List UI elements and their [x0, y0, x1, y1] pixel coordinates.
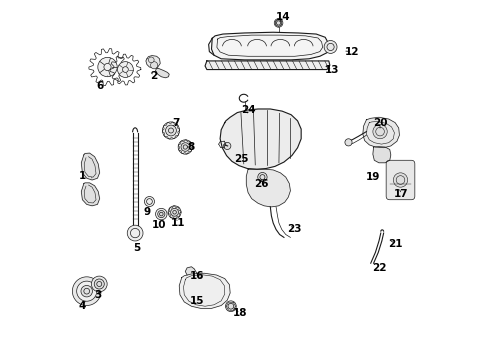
Circle shape — [344, 139, 351, 146]
Polygon shape — [275, 19, 281, 27]
Text: 2: 2 — [150, 71, 158, 81]
Circle shape — [178, 140, 192, 154]
Text: 15: 15 — [189, 296, 204, 306]
Circle shape — [72, 277, 101, 306]
Text: 18: 18 — [232, 309, 247, 318]
Text: 11: 11 — [171, 218, 185, 228]
Circle shape — [324, 41, 336, 53]
Circle shape — [158, 211, 164, 218]
Polygon shape — [372, 147, 390, 163]
Circle shape — [225, 301, 236, 312]
Polygon shape — [211, 32, 328, 60]
Circle shape — [144, 197, 154, 207]
Text: 17: 17 — [393, 189, 408, 199]
Circle shape — [91, 276, 107, 292]
Text: 7: 7 — [172, 118, 179, 128]
Circle shape — [372, 125, 386, 139]
Circle shape — [94, 279, 104, 289]
Circle shape — [127, 225, 142, 241]
Circle shape — [168, 206, 181, 219]
Circle shape — [81, 285, 92, 297]
Text: 26: 26 — [254, 179, 268, 189]
Text: 24: 24 — [241, 105, 256, 115]
Text: 1: 1 — [79, 171, 92, 181]
Circle shape — [77, 281, 97, 301]
Circle shape — [98, 57, 117, 77]
Circle shape — [148, 57, 154, 63]
Circle shape — [181, 143, 189, 151]
Circle shape — [117, 62, 133, 77]
Text: 13: 13 — [325, 64, 339, 75]
Circle shape — [223, 142, 230, 149]
Text: 3: 3 — [94, 291, 101, 301]
Polygon shape — [220, 109, 301, 169]
Text: 25: 25 — [233, 154, 247, 164]
Polygon shape — [204, 61, 329, 69]
Text: 23: 23 — [287, 225, 301, 234]
Text: 8: 8 — [187, 141, 195, 152]
Text: 19: 19 — [365, 172, 379, 182]
FancyBboxPatch shape — [386, 160, 414, 200]
Text: 12: 12 — [344, 46, 359, 57]
Polygon shape — [81, 153, 100, 180]
Polygon shape — [179, 273, 230, 309]
Text: 21: 21 — [387, 239, 402, 249]
Circle shape — [155, 208, 167, 220]
Text: 4: 4 — [79, 301, 86, 311]
Text: 20: 20 — [372, 118, 386, 128]
Text: 14: 14 — [275, 12, 290, 22]
Text: 6: 6 — [97, 76, 107, 91]
Circle shape — [257, 172, 266, 182]
Text: 5: 5 — [133, 243, 140, 253]
Polygon shape — [185, 267, 197, 275]
Text: 22: 22 — [371, 263, 386, 273]
Text: 9: 9 — [143, 207, 150, 217]
Circle shape — [162, 122, 179, 139]
Polygon shape — [155, 68, 169, 78]
Circle shape — [170, 208, 178, 216]
Polygon shape — [362, 117, 399, 148]
Text: 10: 10 — [152, 220, 166, 230]
Circle shape — [274, 19, 282, 27]
Circle shape — [150, 62, 158, 69]
Polygon shape — [246, 169, 290, 207]
Polygon shape — [145, 55, 160, 68]
Polygon shape — [81, 183, 100, 206]
Circle shape — [392, 173, 407, 187]
Circle shape — [165, 125, 176, 136]
Text: 16: 16 — [189, 271, 204, 281]
